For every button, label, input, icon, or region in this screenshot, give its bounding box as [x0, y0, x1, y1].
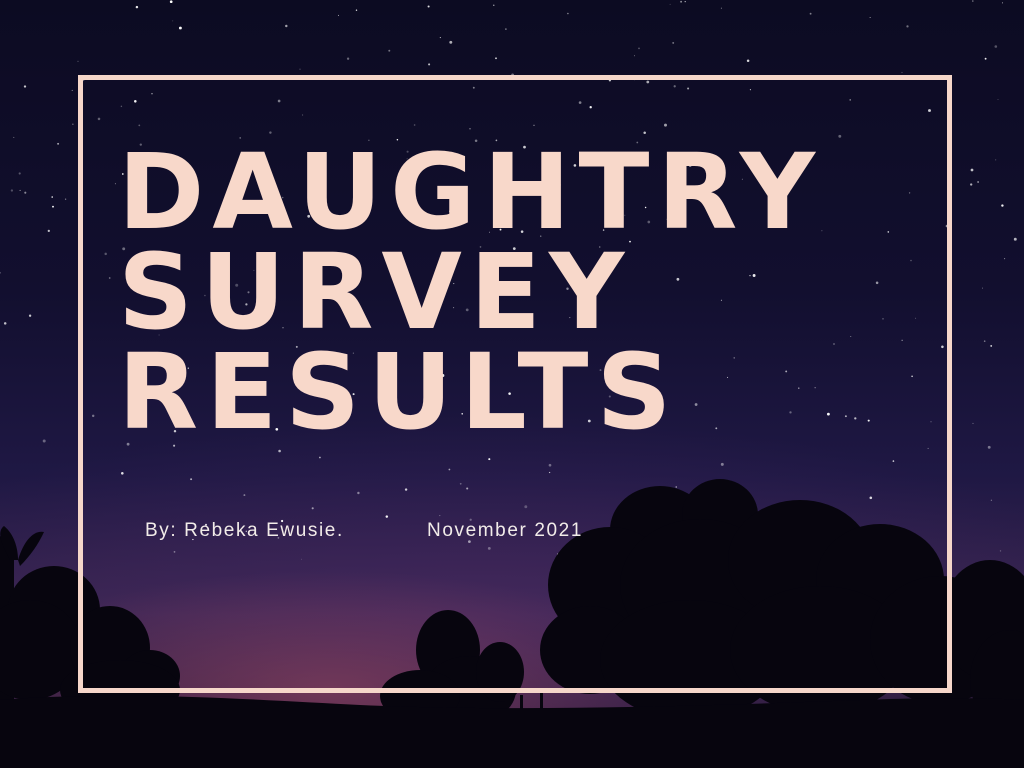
author-byline: By: Rebeka Ewusie.	[145, 520, 344, 541]
title-line-2: SURVEY	[118, 231, 633, 353]
slide-title: DAUGHTRY SURVEY RESULTS	[118, 131, 824, 453]
title-line-1: DAUGHTRY	[118, 131, 824, 253]
title-line-3: RESULTS	[118, 331, 680, 453]
date-label: November 2021	[427, 520, 583, 541]
title-frame	[78, 75, 952, 693]
